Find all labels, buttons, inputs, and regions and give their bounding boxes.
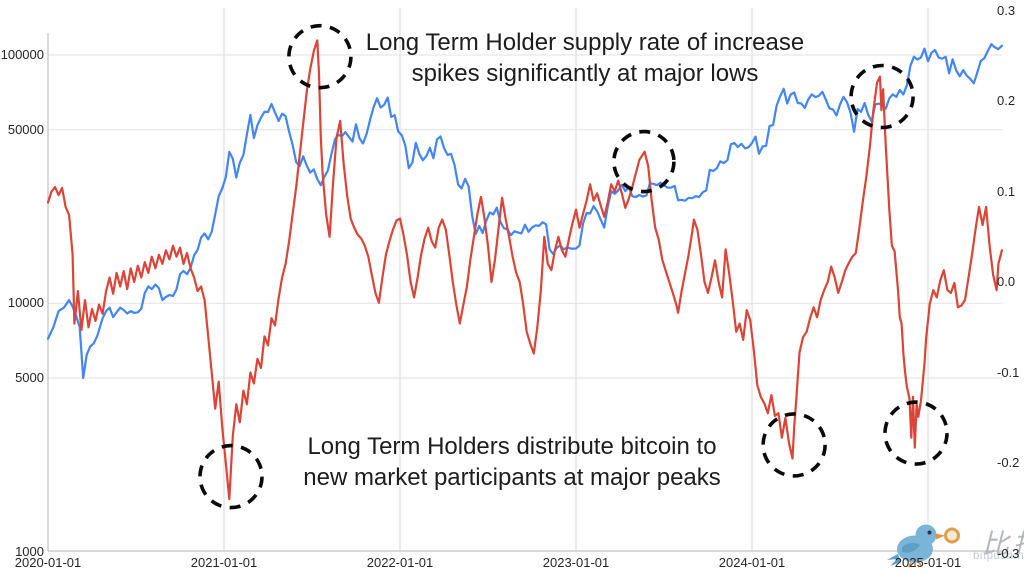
annotation-bottom-line2: new market participants at major peaks <box>303 464 721 491</box>
highlight-circle-major-low-spike <box>849 63 915 130</box>
highlight-circle-major-peak-distribution <box>883 400 949 466</box>
annotation-bottom: Long Term Holders distribute bitcoin to … <box>303 431 721 493</box>
lth-supply-rate-line <box>46 39 1004 501</box>
btc-price-line <box>46 43 1004 380</box>
highlight-circle-major-low-spike <box>287 23 353 90</box>
annotation-top-line2: spikes significantly at major lows <box>411 60 759 87</box>
annotation-top-line1: Long Term Holder supply rate of increase <box>365 29 805 56</box>
highlight-circle-major-low-spike <box>612 129 676 194</box>
highlight-circle-major-peak-distribution <box>761 412 827 478</box>
annotation-bottom-line1: Long Term Holders distribute bitcoin to <box>307 433 717 460</box>
highlight-circle-major-peak-distribution <box>198 443 264 510</box>
annotation-top: Long Term Holder supply rate of increase… <box>366 27 804 89</box>
